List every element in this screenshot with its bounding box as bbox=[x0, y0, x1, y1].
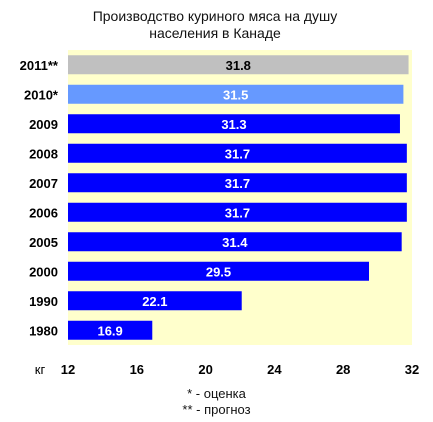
bar-value-label-5: 31.7 bbox=[225, 205, 250, 220]
bar-value-label-1: 31.5 bbox=[223, 87, 248, 102]
bar-value-label-4: 31.7 bbox=[225, 176, 250, 191]
bar-7 bbox=[68, 261, 369, 281]
category-label-7: 2000 bbox=[29, 264, 58, 279]
category-label-8: 1990 bbox=[29, 294, 58, 309]
chart-title: Производство куриного мяса на душу насел… bbox=[60, 8, 370, 42]
x-tick-label-0: 12 bbox=[61, 362, 75, 377]
bar-4 bbox=[68, 173, 407, 193]
x-tick-label-1: 16 bbox=[130, 362, 144, 377]
bar-0 bbox=[68, 55, 409, 75]
bar-9 bbox=[68, 320, 153, 340]
category-label-4: 2007 bbox=[29, 176, 58, 191]
x-tick-label-5: 32 bbox=[405, 362, 419, 377]
x-unit-label: кг bbox=[35, 362, 46, 377]
bar-value-label-2: 31.3 bbox=[221, 117, 246, 132]
bar-value-label-9: 16.9 bbox=[97, 323, 122, 338]
category-label-2: 2009 bbox=[29, 117, 58, 132]
bar-3 bbox=[68, 143, 407, 163]
bar-6 bbox=[68, 232, 402, 252]
x-axis: 12 16 20 24 28 32 кг bbox=[35, 362, 419, 377]
category-label-0: 2011** bbox=[20, 58, 59, 73]
category-label-3: 2008 bbox=[29, 146, 58, 161]
footnote-forecast: ** - прогноз bbox=[182, 402, 251, 417]
x-tick-label-2: 20 bbox=[198, 362, 212, 377]
chart-title-line-2: населения в Канаде bbox=[149, 25, 281, 41]
bars: 31.8 31.5 31.3 31.7 31.7 31.7 31.4 29.5 22.1 16.9 bbox=[68, 55, 409, 340]
bar-value-label-8: 22.1 bbox=[142, 294, 167, 309]
bar-1 bbox=[68, 84, 404, 104]
bar-8 bbox=[68, 291, 242, 311]
bar-2 bbox=[68, 114, 400, 134]
bar-value-label-3: 31.7 bbox=[225, 146, 250, 161]
x-tick-label-3: 24 bbox=[267, 362, 282, 377]
category-label-9: 1980 bbox=[29, 323, 58, 338]
bar-5 bbox=[68, 202, 407, 222]
bar-value-label-0: 31.8 bbox=[226, 58, 251, 73]
category-label-1: 2010* bbox=[24, 87, 59, 102]
bar-value-label-6: 31.4 bbox=[222, 235, 248, 250]
category-label-6: 2005 bbox=[29, 235, 58, 250]
category-label-5: 2006 bbox=[29, 205, 58, 220]
x-tick-label-4: 28 bbox=[336, 362, 350, 377]
bar-value-label-7: 29.5 bbox=[206, 264, 231, 279]
category-labels: 2011** 2010* 2009 2008 2007 2006 2005 2000 1990 1… bbox=[20, 58, 59, 339]
footnote-estimate: * - оценка bbox=[187, 386, 246, 401]
chart-title-line-1: Производство куриного мяса на душу bbox=[92, 8, 338, 24]
